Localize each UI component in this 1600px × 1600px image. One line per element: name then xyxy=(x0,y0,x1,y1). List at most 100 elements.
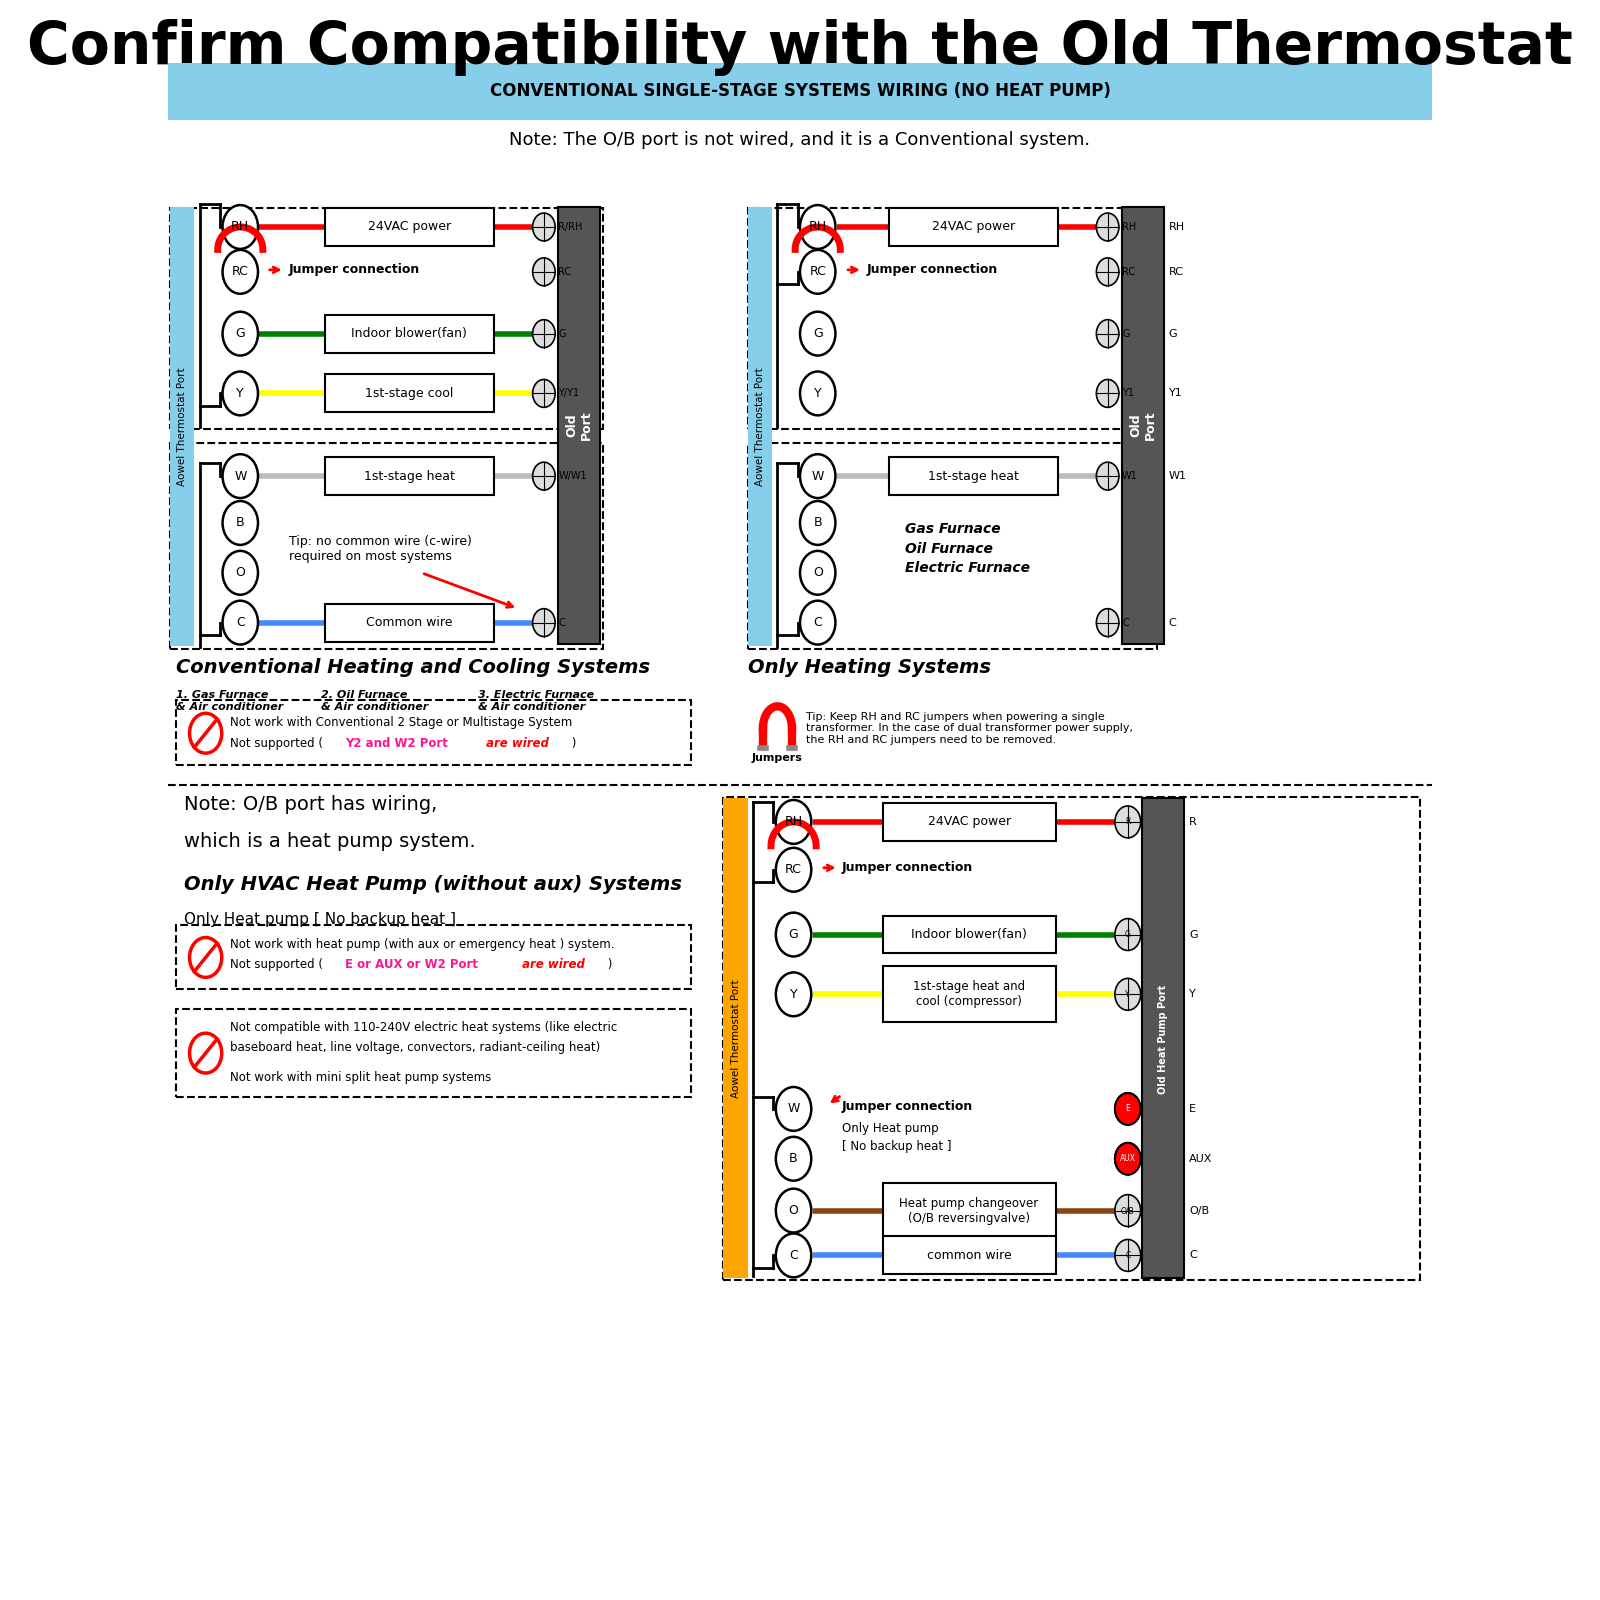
Circle shape xyxy=(800,600,835,645)
Text: AUX: AUX xyxy=(1120,1154,1136,1163)
Text: Not supported (: Not supported ( xyxy=(230,958,326,971)
Text: Common wire: Common wire xyxy=(366,616,453,629)
Circle shape xyxy=(776,848,811,891)
Text: O: O xyxy=(813,566,822,579)
Circle shape xyxy=(222,250,258,294)
Circle shape xyxy=(1115,1093,1141,1125)
Text: 24VAC power: 24VAC power xyxy=(928,816,1011,829)
Text: Note: O/B port has wiring,: Note: O/B port has wiring, xyxy=(184,795,437,814)
Text: C: C xyxy=(1122,618,1130,627)
Text: 24VAC power: 24VAC power xyxy=(931,221,1014,234)
FancyBboxPatch shape xyxy=(1142,798,1184,1278)
Text: RC: RC xyxy=(786,864,802,877)
Text: R: R xyxy=(1125,818,1131,827)
Text: Jumpers: Jumpers xyxy=(752,754,803,763)
Text: RH: RH xyxy=(784,816,803,829)
Text: Not work with heat pump (with aux or emergency heat ) system.: Not work with heat pump (with aux or eme… xyxy=(230,938,614,950)
Text: Only Heat pump [ No backup heat ]: Only Heat pump [ No backup heat ] xyxy=(184,912,456,926)
Circle shape xyxy=(1115,978,1141,1010)
Text: [ No backup heat ]: [ No backup heat ] xyxy=(842,1141,952,1154)
Circle shape xyxy=(800,312,835,355)
Text: Note: The O/B port is not wired, and it is a Conventional system.: Note: The O/B port is not wired, and it … xyxy=(509,131,1091,149)
Text: RC: RC xyxy=(1170,267,1184,277)
Text: B: B xyxy=(813,517,822,530)
Circle shape xyxy=(533,213,555,242)
FancyBboxPatch shape xyxy=(558,206,600,643)
Text: Only Heat pump: Only Heat pump xyxy=(842,1122,939,1136)
Text: which is a heat pump system.: which is a heat pump system. xyxy=(184,832,475,851)
Text: Only Heating Systems: Only Heating Systems xyxy=(747,659,990,677)
Text: G: G xyxy=(789,928,798,941)
Text: Aowel Thermostat Port: Aowel Thermostat Port xyxy=(178,366,187,486)
Text: AUX: AUX xyxy=(1189,1154,1213,1163)
Text: Y: Y xyxy=(1125,990,1130,998)
Circle shape xyxy=(222,454,258,498)
Circle shape xyxy=(1096,213,1118,242)
Text: G: G xyxy=(1189,930,1198,939)
Text: Not work with Conventional 2 Stage or Multistage System: Not work with Conventional 2 Stage or Mu… xyxy=(230,715,573,728)
Text: 24VAC power: 24VAC power xyxy=(368,221,451,234)
Circle shape xyxy=(1096,608,1118,637)
Text: ): ) xyxy=(605,958,613,971)
Text: W1: W1 xyxy=(1122,470,1138,482)
Circle shape xyxy=(776,1189,811,1232)
Circle shape xyxy=(776,912,811,957)
FancyBboxPatch shape xyxy=(170,206,194,645)
Circle shape xyxy=(533,258,555,286)
Text: Confirm Compatibility with the Old Thermostat: Confirm Compatibility with the Old Therm… xyxy=(27,19,1573,77)
Text: Jumper connection: Jumper connection xyxy=(288,264,419,277)
FancyBboxPatch shape xyxy=(883,1237,1056,1274)
Circle shape xyxy=(1115,918,1141,950)
Circle shape xyxy=(1115,806,1141,838)
Text: G: G xyxy=(1122,328,1130,339)
Text: 1st-stage heat: 1st-stage heat xyxy=(928,470,1019,483)
Text: Tip: Keep RH and RC jumpers when powering a single
transformer. In the case of d: Tip: Keep RH and RC jumpers when powerin… xyxy=(806,712,1133,746)
Circle shape xyxy=(533,379,555,408)
Text: ): ) xyxy=(568,736,576,750)
Text: C: C xyxy=(1125,1251,1131,1259)
Text: O/B: O/B xyxy=(1189,1205,1210,1216)
Text: O: O xyxy=(235,566,245,579)
Text: G: G xyxy=(235,326,245,341)
Text: E: E xyxy=(1189,1104,1195,1114)
FancyBboxPatch shape xyxy=(888,208,1058,246)
Text: G: G xyxy=(813,326,822,341)
Text: Not supported (: Not supported ( xyxy=(230,736,326,750)
Circle shape xyxy=(533,608,555,637)
Text: Old Heat Pump Port: Old Heat Pump Port xyxy=(1158,984,1168,1094)
Circle shape xyxy=(222,205,258,250)
Text: C: C xyxy=(813,616,822,629)
Text: Y1: Y1 xyxy=(1170,389,1182,398)
Circle shape xyxy=(1096,462,1118,490)
Text: Aowel Thermostat Port: Aowel Thermostat Port xyxy=(755,366,765,486)
Text: Heat pump changeover
(O/B reversingvalve): Heat pump changeover (O/B reversingvalve… xyxy=(899,1197,1038,1224)
Circle shape xyxy=(776,1234,811,1277)
Text: 3. Electric Furnace
& Air conditioner: 3. Electric Furnace & Air conditioner xyxy=(478,690,594,712)
FancyBboxPatch shape xyxy=(325,208,494,246)
Text: Y: Y xyxy=(1189,989,1195,1000)
Text: O: O xyxy=(789,1205,798,1218)
Circle shape xyxy=(222,312,258,355)
Text: RC: RC xyxy=(558,267,571,277)
Text: E or AUX or W2 Port: E or AUX or W2 Port xyxy=(346,958,478,971)
Text: RC: RC xyxy=(810,266,826,278)
Text: Only HVAC Heat Pump (without aux) Systems: Only HVAC Heat Pump (without aux) System… xyxy=(184,875,682,894)
Circle shape xyxy=(1115,1142,1141,1174)
FancyBboxPatch shape xyxy=(883,1182,1056,1238)
Circle shape xyxy=(776,973,811,1016)
Circle shape xyxy=(1115,1195,1141,1227)
Text: are wired: are wired xyxy=(518,958,586,971)
Text: CONVENTIONAL SINGLE-STAGE SYSTEMS WIRING (NO HEAT PUMP): CONVENTIONAL SINGLE-STAGE SYSTEMS WIRING… xyxy=(490,83,1110,101)
FancyBboxPatch shape xyxy=(888,458,1058,494)
Text: baseboard heat, line voltage, convectors, radiant-ceiling heat): baseboard heat, line voltage, convectors… xyxy=(230,1040,600,1054)
Text: Indoor blower(fan): Indoor blower(fan) xyxy=(352,326,467,341)
Circle shape xyxy=(776,800,811,843)
Text: Jumper connection: Jumper connection xyxy=(842,861,973,874)
FancyBboxPatch shape xyxy=(1122,206,1165,643)
Circle shape xyxy=(222,600,258,645)
Text: C: C xyxy=(558,618,565,627)
Text: B: B xyxy=(235,517,245,530)
FancyBboxPatch shape xyxy=(325,603,494,642)
Circle shape xyxy=(800,205,835,250)
Text: Y1: Y1 xyxy=(1122,389,1134,398)
